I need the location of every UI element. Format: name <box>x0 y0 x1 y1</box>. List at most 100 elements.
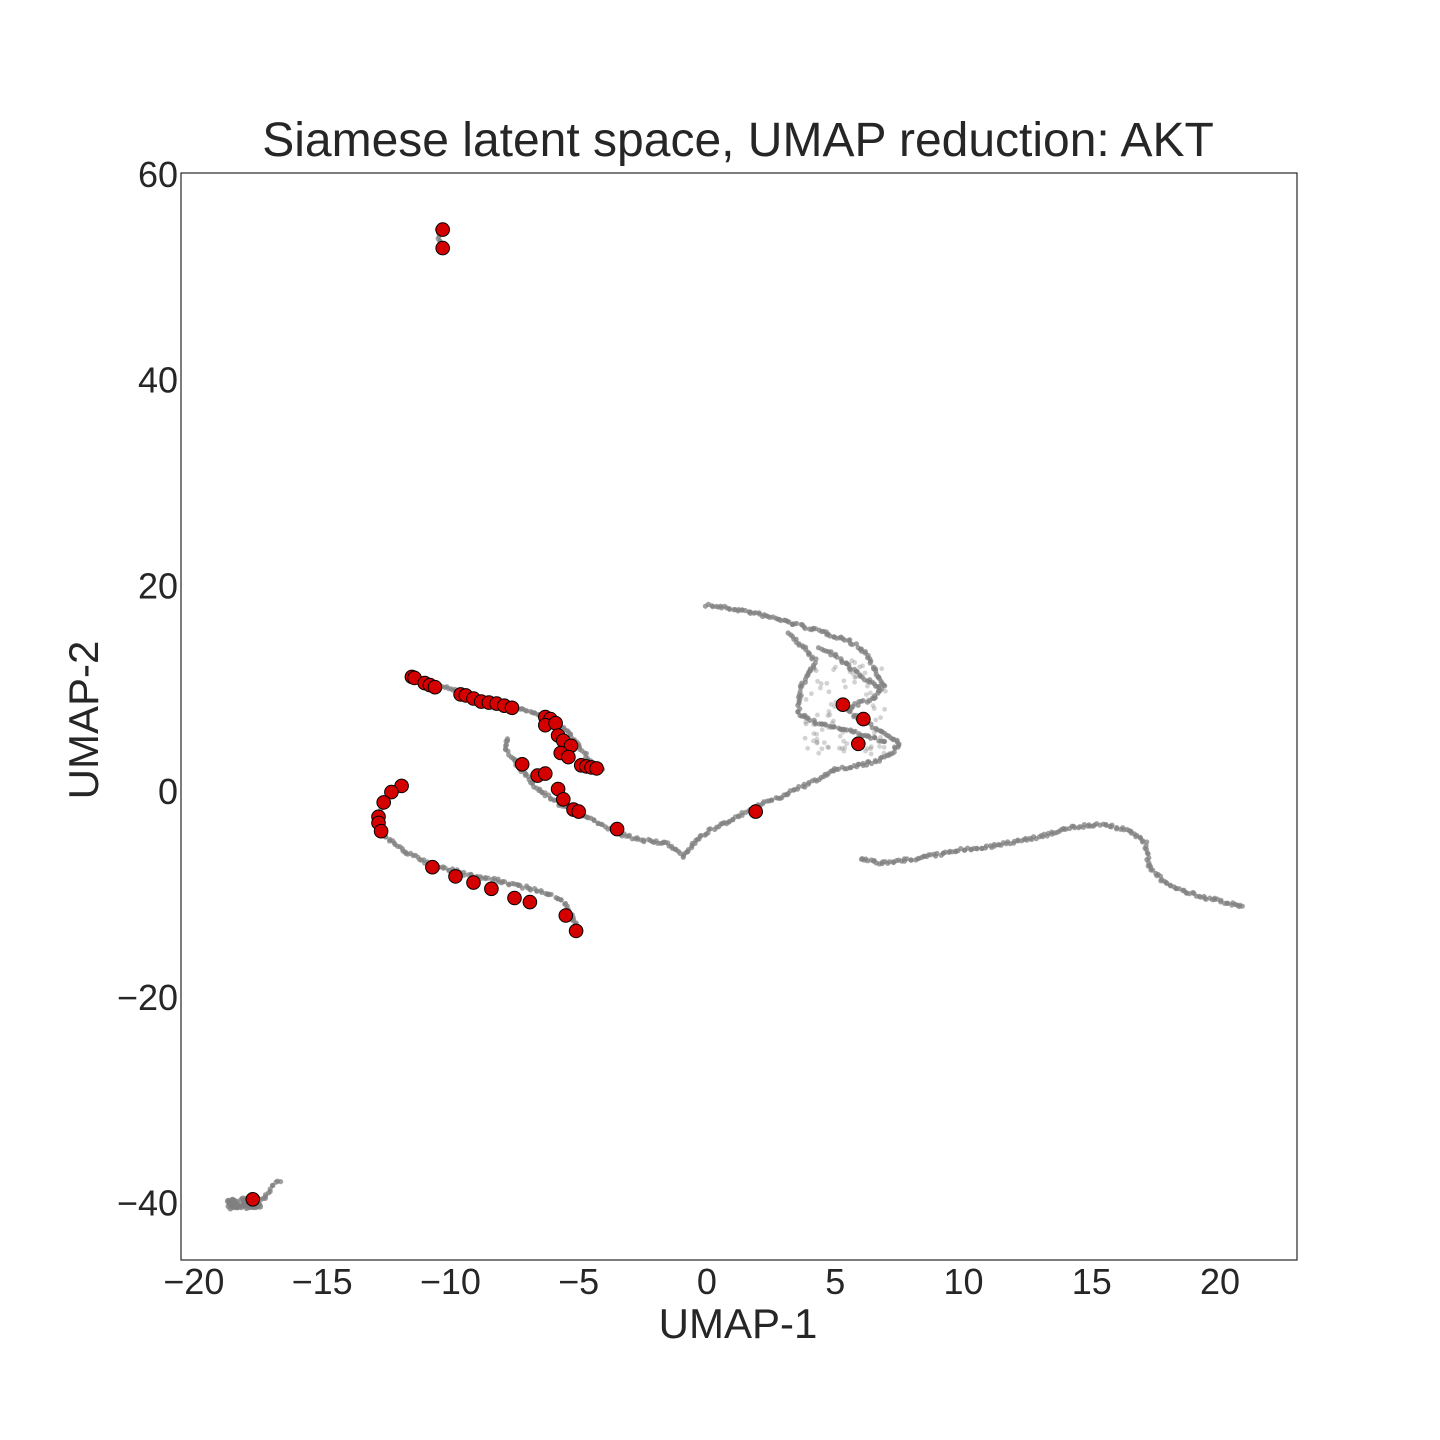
background-point <box>852 728 858 734</box>
background-point <box>534 888 540 894</box>
background-point <box>873 717 879 723</box>
background-point <box>826 709 832 714</box>
background-point <box>883 688 888 694</box>
y-tick-label: 0 <box>158 771 178 812</box>
background-point <box>831 724 837 730</box>
plot-frame <box>180 172 1298 1261</box>
background-point <box>524 708 530 714</box>
background-point <box>864 692 869 697</box>
background-point <box>485 875 491 881</box>
background-point <box>813 656 819 662</box>
background-point <box>841 678 847 684</box>
background-point <box>862 670 868 676</box>
background-point <box>1239 903 1245 909</box>
background-point <box>1218 899 1224 905</box>
background-point <box>826 745 831 750</box>
background-point <box>868 751 874 757</box>
background-point <box>803 719 808 725</box>
background-point <box>819 746 825 752</box>
y-axis-label: UMAP-2 <box>60 641 107 800</box>
background-point <box>809 656 815 662</box>
background-point <box>1163 879 1169 886</box>
background-point <box>702 832 708 838</box>
highlight-point <box>514 757 530 772</box>
highlight-point <box>504 700 520 716</box>
background-point <box>886 859 893 865</box>
highlight-point <box>548 715 563 731</box>
background-point <box>821 740 827 745</box>
background-point <box>834 654 840 660</box>
background-point <box>857 664 862 670</box>
background-point <box>853 641 860 647</box>
background-point <box>1140 838 1146 844</box>
chart-title: Siamese latent space, UMAP reduction: AK… <box>262 114 1214 167</box>
background-point <box>712 826 718 833</box>
background-point <box>827 633 833 639</box>
background-point <box>882 706 887 712</box>
background-point <box>839 764 845 770</box>
background-point <box>983 843 990 849</box>
background-point <box>868 690 873 696</box>
background-point <box>1114 826 1120 832</box>
background-point <box>867 660 873 666</box>
background-point <box>872 758 878 764</box>
background-point <box>850 671 856 676</box>
background-point <box>839 746 845 751</box>
background-point <box>802 625 808 632</box>
background-point <box>863 748 868 754</box>
background-point <box>442 865 448 871</box>
background-point <box>844 741 850 746</box>
background-point <box>811 731 817 736</box>
background-point <box>802 735 808 741</box>
x-axis-label: UMAP-1 <box>659 1300 818 1347</box>
background-point <box>522 770 528 776</box>
highlight-point <box>522 894 538 910</box>
background-point <box>773 795 779 801</box>
highlight-point <box>558 908 574 923</box>
highlight-point <box>748 804 764 819</box>
background-point <box>871 706 877 711</box>
highlight-point <box>856 711 871 727</box>
background-point <box>873 673 879 679</box>
background-point <box>840 729 846 735</box>
background-point <box>818 685 823 691</box>
highlight-point <box>376 795 392 810</box>
background-point <box>860 663 865 669</box>
y-tick-label: 40 <box>138 360 178 401</box>
background-point <box>814 731 819 737</box>
background-point <box>800 783 806 789</box>
background-point <box>646 836 652 843</box>
background-point <box>828 701 834 707</box>
highlight-point <box>373 823 389 839</box>
x-tick-label: −15 <box>292 1261 353 1302</box>
background-point <box>831 667 836 673</box>
background-point <box>548 891 554 897</box>
highlight-point <box>427 679 443 695</box>
highlight-point <box>448 869 463 884</box>
highlight-point <box>589 761 604 776</box>
highlight-point <box>851 736 866 752</box>
background-point <box>807 717 813 724</box>
background-point <box>875 726 880 732</box>
background-point <box>814 736 820 742</box>
background-point <box>842 637 848 643</box>
background-point <box>629 836 635 842</box>
background-point <box>881 750 887 756</box>
background-point <box>815 678 820 684</box>
x-tick-label: −5 <box>558 1261 599 1302</box>
background-point <box>847 666 853 673</box>
background-point <box>809 691 814 697</box>
highlight-point <box>507 890 522 906</box>
background-point <box>803 721 809 727</box>
y-axis-ticks: −40 −20 0 20 40 60 <box>117 154 178 1223</box>
background-point <box>868 744 874 750</box>
background-point <box>519 885 526 891</box>
background-point <box>991 841 997 848</box>
background-point <box>845 661 851 667</box>
background-point <box>558 897 564 903</box>
background-point <box>847 637 853 643</box>
background-point <box>842 745 848 751</box>
y-tick-label: −20 <box>117 977 178 1018</box>
background-point <box>833 664 838 670</box>
